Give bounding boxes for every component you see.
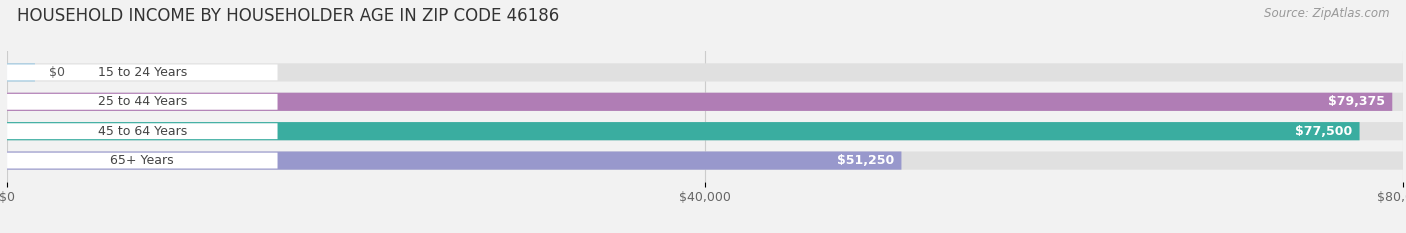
- FancyBboxPatch shape: [7, 93, 1403, 111]
- Text: HOUSEHOLD INCOME BY HOUSEHOLDER AGE IN ZIP CODE 46186: HOUSEHOLD INCOME BY HOUSEHOLDER AGE IN Z…: [17, 7, 560, 25]
- FancyBboxPatch shape: [7, 122, 1403, 140]
- FancyBboxPatch shape: [7, 151, 901, 170]
- Text: $77,500: $77,500: [1295, 125, 1353, 138]
- Text: $0: $0: [49, 66, 65, 79]
- FancyBboxPatch shape: [7, 122, 1360, 140]
- Text: 15 to 24 Years: 15 to 24 Years: [97, 66, 187, 79]
- FancyBboxPatch shape: [7, 63, 35, 82]
- FancyBboxPatch shape: [7, 63, 1403, 82]
- FancyBboxPatch shape: [7, 93, 1392, 111]
- FancyBboxPatch shape: [7, 65, 277, 80]
- FancyBboxPatch shape: [7, 94, 277, 110]
- FancyBboxPatch shape: [7, 151, 1403, 170]
- Text: $51,250: $51,250: [837, 154, 894, 167]
- Text: 25 to 44 Years: 25 to 44 Years: [97, 95, 187, 108]
- FancyBboxPatch shape: [7, 153, 277, 168]
- Text: $79,375: $79,375: [1329, 95, 1385, 108]
- FancyBboxPatch shape: [7, 123, 277, 139]
- Text: 45 to 64 Years: 45 to 64 Years: [97, 125, 187, 138]
- Text: Source: ZipAtlas.com: Source: ZipAtlas.com: [1264, 7, 1389, 20]
- Text: 65+ Years: 65+ Years: [111, 154, 174, 167]
